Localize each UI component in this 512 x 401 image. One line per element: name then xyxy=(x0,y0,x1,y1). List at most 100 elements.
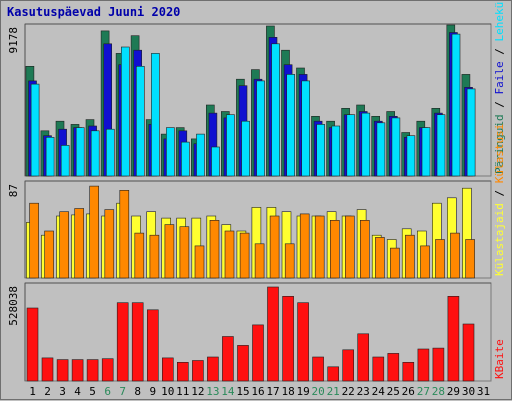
x-tick-label: 3 xyxy=(59,385,66,398)
bar-lehekülgi xyxy=(106,128,115,177)
bar-lehekülgi xyxy=(256,80,265,177)
bar-kbaite xyxy=(267,286,279,382)
bar-lehekülgi xyxy=(166,127,175,177)
bar-lehekülgi xyxy=(376,122,386,177)
bar-lehekülgi xyxy=(316,124,326,177)
bar-külastusi xyxy=(104,209,115,279)
bar-külastusi xyxy=(194,245,205,279)
bar-külastusi xyxy=(149,234,160,279)
bar-lehekülgi xyxy=(391,117,401,177)
x-tick-label: 15 xyxy=(236,385,249,398)
bar-külastusi xyxy=(375,237,385,279)
legend-entry: KBaite xyxy=(493,339,506,379)
y-max-tick-label: 528038 xyxy=(7,286,20,326)
x-tick-label: 30 xyxy=(462,385,475,398)
bar-külastusi xyxy=(344,215,355,279)
panel-bottom: 528038 KBaite xyxy=(7,282,506,382)
bar-kbaite xyxy=(387,353,400,382)
legend-entry: Faile xyxy=(493,61,506,94)
bar-kbaite xyxy=(282,295,294,382)
bar-kbaite xyxy=(56,359,69,382)
bar-külastusi xyxy=(239,232,250,279)
bar-kbaite xyxy=(131,302,144,382)
x-tick-label: 13 xyxy=(206,385,219,398)
bar-lehekülgi xyxy=(346,114,356,177)
bar-külastusi xyxy=(89,185,99,279)
bar-kbaite xyxy=(252,324,264,382)
bar-kbaite xyxy=(312,356,324,382)
x-tick-label: 21 xyxy=(327,385,340,398)
bar-lehekülgi xyxy=(60,145,70,177)
bar-lehekülgi xyxy=(331,125,341,177)
legend-entry: Külastajaid xyxy=(493,203,506,276)
bar-lehekülgi xyxy=(151,53,160,177)
x-tick-label: 10 xyxy=(161,385,174,398)
bar-lehekülgi xyxy=(30,83,40,177)
legend-separator: / xyxy=(493,183,506,203)
bar-külastusi xyxy=(179,226,190,279)
bar-külastusi xyxy=(269,215,280,279)
bar-lehekülgi xyxy=(75,127,85,177)
bar-kbaite xyxy=(372,356,385,382)
bar-lehekülgi xyxy=(286,74,296,177)
bar-külastusi xyxy=(314,215,325,279)
bar-külastusi xyxy=(405,234,415,279)
x-tick-label: 22 xyxy=(342,385,355,398)
bar-külastusi xyxy=(390,247,400,279)
x-tick-label: 4 xyxy=(74,385,81,398)
x-tick-label: 24 xyxy=(372,385,386,398)
legend: KBaite xyxy=(493,339,506,379)
bar-lehekülgi xyxy=(45,137,55,177)
legend-entry: Külastusi xyxy=(493,124,506,184)
bar-kbaite xyxy=(86,359,99,382)
bar-lehekülgi xyxy=(271,43,280,177)
panel-middle: 87 Külastajaid / Külastusi xyxy=(7,124,506,279)
bar-kbaite xyxy=(26,307,39,382)
bar-kbaite xyxy=(162,357,174,382)
legend: Päringuid / Faile / Lehekülgi xyxy=(493,1,506,174)
bar-kbaite xyxy=(462,323,475,382)
legend-entry: Päringuid xyxy=(493,114,506,174)
bar-külastusi xyxy=(299,213,310,279)
bar-kbaite xyxy=(222,336,234,382)
bar-kbaite xyxy=(342,349,355,382)
bar-külastusi xyxy=(329,220,340,279)
x-tick-label: 11 xyxy=(176,385,189,398)
bar-kbaite xyxy=(71,359,84,382)
x-tick-label: 28 xyxy=(432,385,445,398)
x-tick-label: 9 xyxy=(149,385,156,398)
bar-külastusi xyxy=(44,230,54,279)
bar-külastusi xyxy=(435,239,445,279)
x-tick-label: 6 xyxy=(104,385,111,398)
bar-külastusi xyxy=(420,245,430,279)
bar-lehekülgi xyxy=(451,33,461,177)
bar-kbaite xyxy=(177,361,189,382)
legend-separator: / xyxy=(493,42,506,62)
bar-külastusi xyxy=(164,224,175,279)
bar-kbaite xyxy=(297,302,309,382)
bar-lehekülgi xyxy=(421,127,431,177)
x-tick-label: 8 xyxy=(134,385,141,398)
bar-lehekülgi xyxy=(90,130,100,177)
x-tick-label: 31 xyxy=(477,385,490,398)
x-tick-label: 7 xyxy=(119,385,126,398)
bar-lehekülgi xyxy=(226,114,235,177)
bar-külastusi xyxy=(224,230,235,279)
x-tick-label: 26 xyxy=(402,385,415,398)
legend: Külastajaid / Külastusi xyxy=(493,124,506,276)
bar-külastusi xyxy=(465,239,475,279)
x-tick-label: 25 xyxy=(387,385,400,398)
x-tick-label: 23 xyxy=(357,385,370,398)
bar-kbaite xyxy=(116,302,129,382)
bar-külastusi xyxy=(29,202,39,279)
bar-külastusi xyxy=(134,232,145,279)
x-tick-label: 27 xyxy=(417,385,430,398)
chart-title: Kasutuspäevad Juuni 2020 xyxy=(7,5,181,19)
x-tick-label: 2 xyxy=(44,385,51,398)
bar-külastusi xyxy=(59,211,70,279)
bar-lehekülgi xyxy=(406,135,416,177)
bar-lehekülgi xyxy=(181,141,190,177)
x-tick-label: 19 xyxy=(296,385,309,398)
